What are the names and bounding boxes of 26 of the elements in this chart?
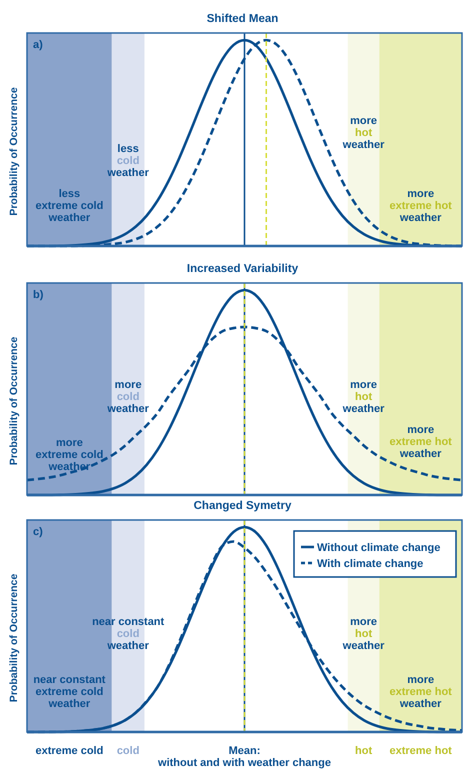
chart-title: Changed Symetry [194, 500, 292, 512]
annotation: less cold weather [106, 143, 150, 179]
annotation: more hot weather [342, 115, 386, 151]
y-axis-title: Probability of Occurrence [8, 336, 20, 466]
chart-subtitle: c) [33, 526, 44, 538]
chart-subtitle: b) [33, 289, 44, 301]
text: cold [116, 745, 140, 757]
annotation: more extreme hot weather [389, 424, 452, 460]
text: extreme hot [389, 745, 452, 757]
annotation: less extreme cold weather [35, 188, 104, 224]
chart-title: Increased Variability [186, 263, 299, 275]
y-axis-title: Probability of Occurrence [8, 87, 20, 216]
y-axis-title: Probability of Occurrence [8, 574, 20, 702]
annotation: more hot weather [342, 616, 386, 652]
chart-title: Shifted Mean [206, 13, 278, 25]
chart-subtitle: a) [33, 39, 44, 51]
text: hot [355, 745, 372, 757]
text: Mean: without and with weather change [157, 745, 331, 769]
annotation: more hot weather [342, 379, 386, 415]
annotation: near constant extreme cold weather [33, 674, 106, 710]
text: extreme cold [35, 745, 104, 757]
annotation: more extreme hot weather [389, 188, 452, 224]
annotation: more cold weather [106, 379, 150, 415]
legend-label: With climate change [317, 558, 424, 570]
annotation: more extreme hot weather [389, 674, 452, 710]
legend-label: Without climate change [317, 542, 440, 554]
